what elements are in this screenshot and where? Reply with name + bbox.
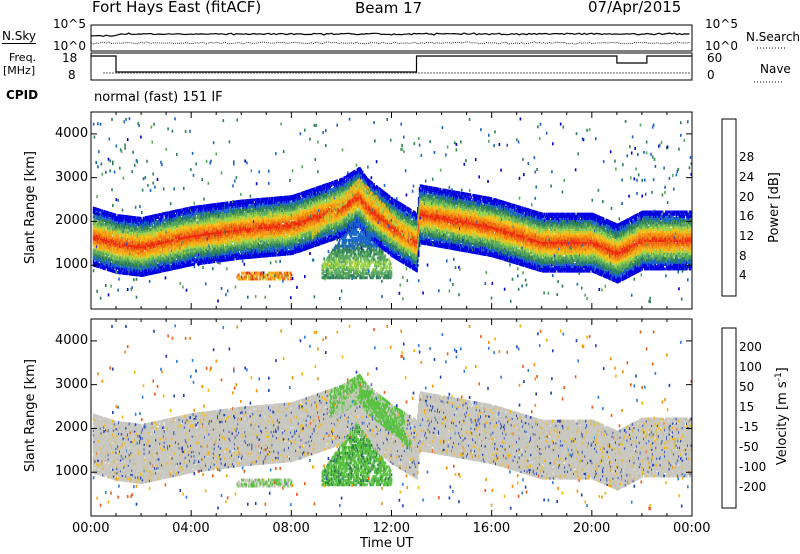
power-cell (121, 150, 123, 153)
power-cell (112, 162, 114, 165)
power-cell (105, 284, 107, 287)
power-cell (112, 204, 114, 207)
power-cell (95, 161, 97, 164)
power-cell (114, 171, 116, 174)
power-cell (124, 144, 126, 147)
power-cell (123, 177, 125, 180)
power-cell (125, 118, 127, 121)
power-cell (93, 269, 95, 272)
power-cell (97, 122, 99, 125)
power-cell (101, 163, 103, 166)
power-cell (100, 297, 102, 300)
power-cell (119, 167, 121, 170)
power-cell (109, 138, 111, 141)
power-cell (116, 198, 118, 201)
power-cell (116, 271, 118, 274)
power-cell (111, 118, 113, 121)
power-cell (94, 136, 96, 139)
power-cell (109, 160, 111, 163)
power-cell (127, 288, 129, 291)
power-cell (117, 199, 119, 202)
power-cell (116, 145, 118, 148)
power-cell (96, 290, 98, 293)
power-cell (124, 147, 126, 150)
power-cell (117, 289, 119, 292)
power-cell (110, 285, 112, 288)
power-cell (127, 138, 129, 141)
radar-summary-plot (0, 0, 800, 554)
power-cell (123, 120, 125, 123)
power-cell (129, 117, 131, 120)
power-cell (98, 150, 100, 153)
power-cell (111, 188, 113, 191)
power-cell (109, 169, 111, 172)
power-cell (105, 171, 107, 174)
power-cell (108, 293, 110, 296)
power-cell (122, 209, 124, 212)
power-cell (102, 173, 104, 176)
power-cell (93, 123, 95, 126)
power-scatter-layer (93, 117, 692, 303)
power-cell (97, 165, 99, 168)
power-cell (100, 123, 102, 126)
power-cell (96, 195, 98, 198)
power-cell (118, 278, 120, 281)
power-cell (108, 158, 110, 161)
